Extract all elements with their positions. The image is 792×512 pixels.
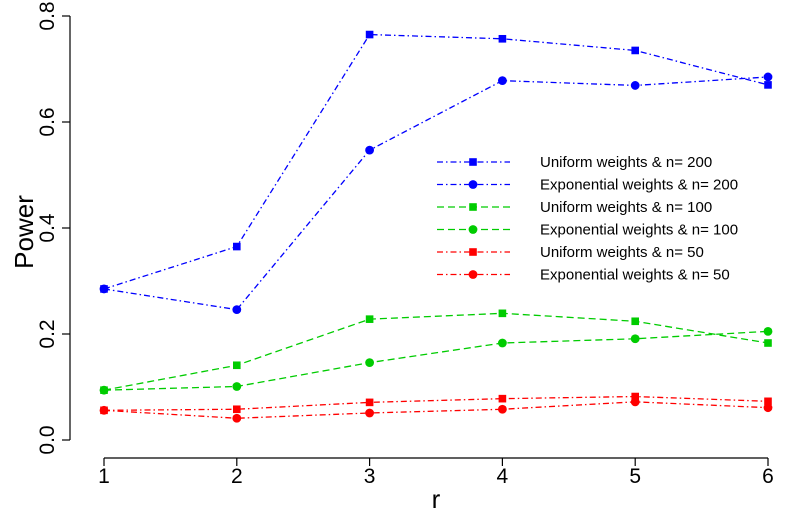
data-point-circle: [365, 145, 374, 155]
x-tick-label: 6: [762, 465, 774, 488]
data-point-circle: [99, 284, 109, 294]
data-point-square: [233, 242, 241, 251]
data-point-circle: [365, 358, 374, 368]
data-point-square: [764, 339, 772, 347]
legend-label: Exponential weights & n= 100: [540, 222, 738, 239]
data-point-circle: [232, 413, 242, 423]
y-axis-ticks: 0.0 0.2 0.4 0.6 0.8: [36, 1, 70, 455]
series-line: [103, 33, 769, 290]
series-6: [99, 397, 773, 423]
data-point-circle: [498, 338, 507, 348]
legend-item: Uniform weights & n= 200: [437, 154, 712, 171]
x-tick-label: 1: [98, 465, 110, 488]
series-line: [103, 330, 769, 391]
series-line: [103, 401, 769, 419]
data-point-circle: [498, 76, 507, 86]
legend-label: Uniform weights & n= 100: [540, 199, 712, 216]
legend-item: Exponential weights & n= 100: [437, 222, 738, 239]
data-point-square: [631, 46, 639, 55]
data-point-circle: [365, 408, 374, 418]
data-point-circle: [763, 72, 773, 82]
series-4: [99, 326, 773, 395]
data-point-circle: [498, 404, 507, 414]
data-point-square: [469, 203, 477, 211]
data-point-circle: [232, 305, 242, 315]
data-point-circle: [630, 81, 640, 90]
data-point-square: [764, 397, 772, 406]
data-point-square: [498, 394, 507, 403]
data-point-square: [469, 158, 477, 166]
x-tick-label: 5: [629, 465, 641, 488]
data-point-circle: [763, 326, 773, 336]
y-tick-label: 0.2: [36, 319, 59, 348]
data-point-square: [631, 392, 639, 401]
x-tick-label: 2: [231, 465, 243, 488]
data-point-circle: [99, 385, 109, 395]
data-point-circle: [468, 270, 478, 279]
series-2: [99, 72, 773, 315]
y-tick-label: 0.8: [36, 1, 59, 30]
data-point-square: [365, 30, 374, 39]
series-line: [103, 312, 769, 391]
legend-label: Uniform weights & n= 50: [540, 244, 704, 261]
data-point-square: [469, 248, 477, 256]
y-tick-label: 0.4: [36, 213, 59, 243]
legend-item: Exponential weights & n= 50: [437, 267, 730, 284]
data-point-circle: [763, 403, 773, 413]
x-tick-label: 4: [497, 465, 509, 488]
legend-label: Exponential weights & n= 200: [540, 177, 738, 194]
y-tick-label: 0.6: [36, 107, 59, 136]
legend-label: Uniform weights & n= 200: [540, 154, 712, 171]
legend-item: Uniform weights & n= 100: [437, 199, 712, 216]
data-point-square: [764, 81, 772, 89]
data-point-circle: [468, 225, 478, 234]
data-point-circle: [232, 382, 242, 391]
legend-item: Exponential weights & n= 200: [437, 177, 738, 194]
x-axis-ticks: 1 2 3 4 5 6: [98, 458, 774, 488]
x-axis-title: r: [432, 484, 441, 512]
data-point-circle: [630, 397, 640, 407]
x-tick-label: 3: [364, 465, 376, 488]
data-point-square: [631, 317, 639, 326]
data-point-square: [233, 405, 241, 414]
series-line: [103, 76, 769, 311]
data-point-circle: [99, 405, 109, 415]
legend-label: Exponential weights & n= 50: [540, 267, 730, 284]
data-point-square: [365, 398, 374, 407]
legend: Uniform weights & n= 200 Exponential weig…: [437, 154, 738, 284]
data-point-circle: [630, 334, 640, 344]
data-point-square: [233, 361, 241, 370]
data-point-square: [498, 309, 507, 318]
series-group: [99, 30, 773, 423]
data-point-square: [365, 315, 374, 323]
y-axis-title: Power: [9, 195, 39, 269]
series-line: [103, 395, 769, 411]
legend-item: Uniform weights & n= 50: [437, 244, 704, 261]
data-point-square: [498, 34, 507, 43]
y-tick-label: 0.0: [36, 425, 59, 454]
data-point-circle: [468, 180, 478, 189]
series-3: [100, 309, 772, 394]
